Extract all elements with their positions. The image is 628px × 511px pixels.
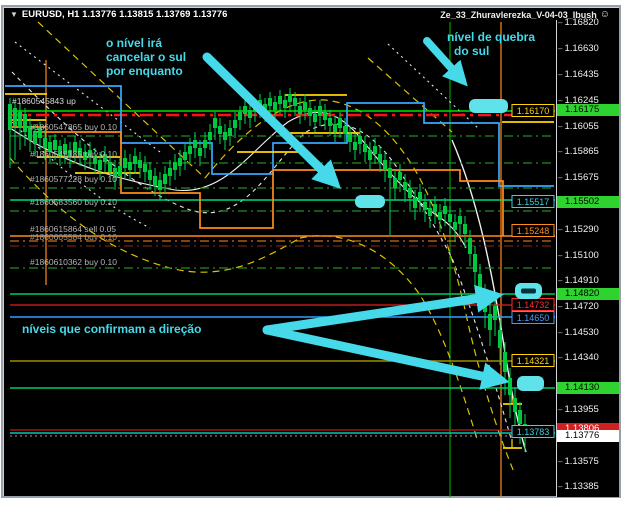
axis-tick: –1.13385 — [558, 481, 599, 492]
axis-tick: –1.14910 — [558, 275, 599, 286]
annotation-note-break-level[interactable]: nível de quebra do sul — [447, 30, 535, 58]
axis-price-badge: 1.14820 — [557, 288, 619, 300]
note-line: do sul — [454, 44, 490, 58]
axis-tick: –1.13575 — [558, 456, 599, 467]
axis-price-badge: 1.15502 — [557, 196, 619, 208]
note-line: cancelar o sul — [106, 50, 187, 64]
axis-tick: –1.13955 — [558, 404, 599, 415]
note-line: por enquanto — [106, 64, 183, 78]
axis-tick: –1.16435 — [558, 69, 599, 80]
axis-tick: –1.14340 — [558, 352, 599, 363]
axis-tick: –1.15290 — [558, 224, 599, 235]
annotation-note-cancel-south[interactable]: o nível irá cancelar o sul por enquanto — [106, 36, 186, 78]
axis-tick: –1.16055 — [558, 121, 599, 132]
axis-price-badge: 1.16175 — [557, 104, 619, 116]
axis-price-badge: 1.13776 — [557, 430, 619, 442]
axis-tick: –1.16245 — [558, 95, 599, 106]
axis-tick: –1.14530 — [558, 327, 599, 338]
axis-tick: –1.14720 — [558, 301, 599, 312]
note-line: níveis que confirmam a direção — [22, 322, 202, 336]
price-axis[interactable]: –1.16820 –1.16630 –1.16435 –1.16245 –1.16055… — [556, 17, 619, 497]
indicator-author-label: Ze_33_Zhuravlerezka_V-04-03_Ibush — [440, 9, 597, 20]
window-menu-icon[interactable]: ▼ — [10, 10, 18, 19]
chart-window — [1, 5, 621, 498]
note-line: o nível irá — [106, 36, 163, 50]
annotation-note-confirm-direction[interactable]: níveis que confirmam a direção — [22, 322, 201, 336]
smiley-icon: ☺ — [599, 9, 610, 20]
axis-tick: –1.15100 — [558, 250, 599, 261]
axis-tick: –1.16820 — [558, 17, 599, 28]
axis-price-badge: 1.14130 — [557, 382, 619, 394]
chart-title: EURUSD, H1 1.13776 1.13815 1.13769 1.137… — [21, 9, 228, 20]
axis-tick: –1.16630 — [558, 43, 599, 54]
title-bar: ▼ EURUSD, H1 1.13776 1.13815 1.13769 1.1… — [4, 7, 616, 22]
axis-tick: –1.15865 — [558, 146, 599, 157]
note-line: nível de quebra — [447, 30, 536, 44]
axis-tick: –1.15675 — [558, 172, 599, 183]
